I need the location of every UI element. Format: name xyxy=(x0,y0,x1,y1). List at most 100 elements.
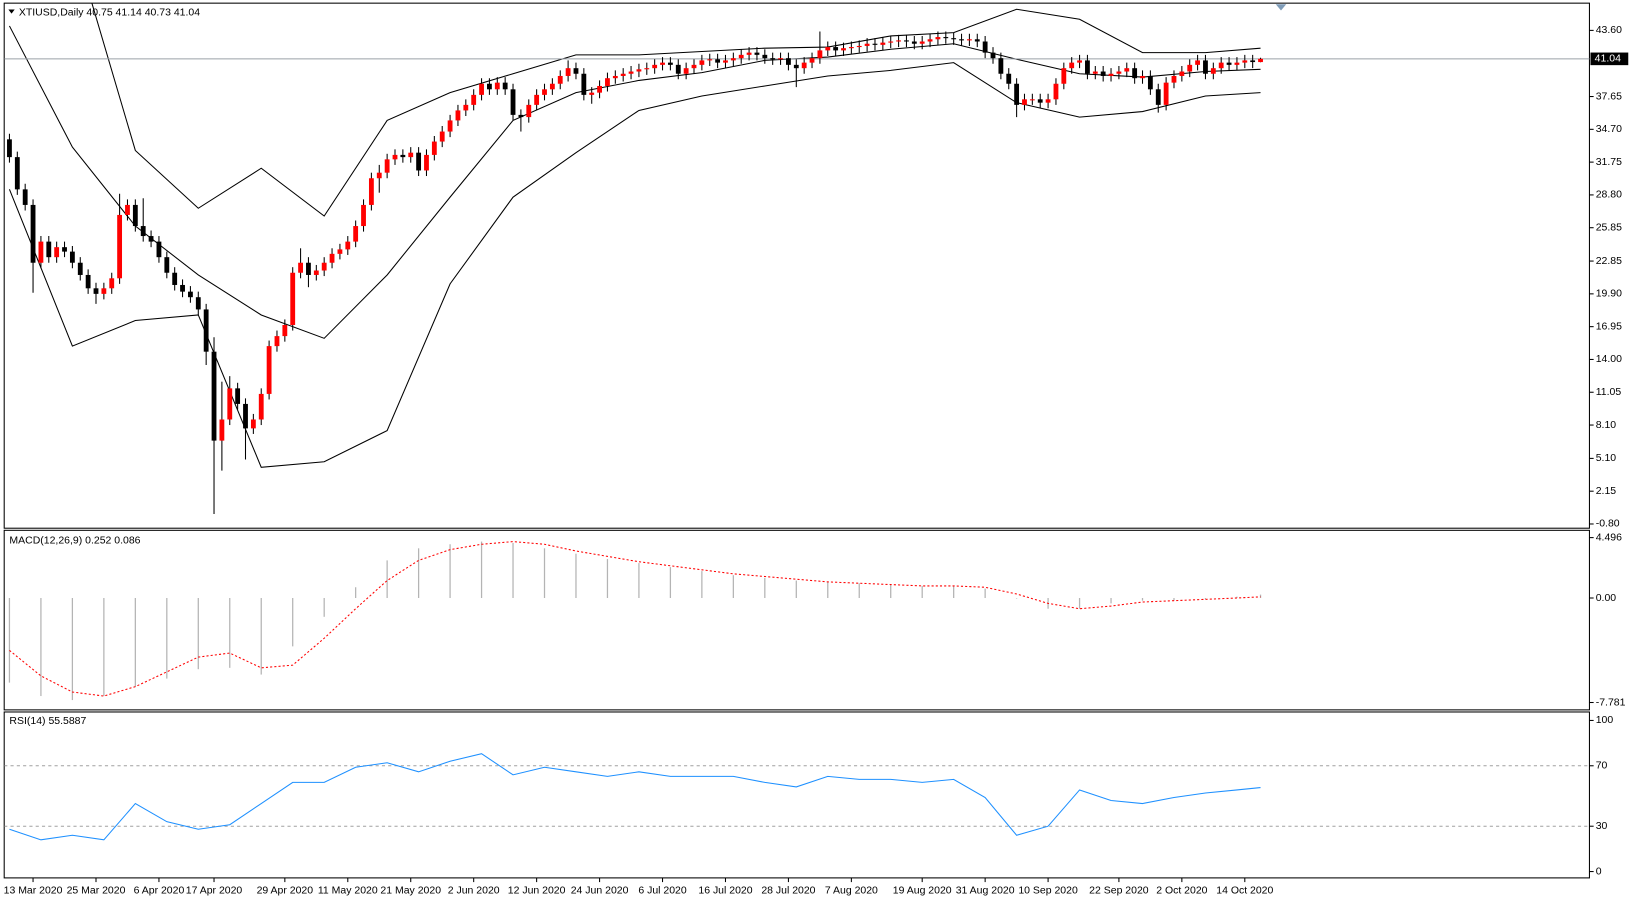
macd-bar xyxy=(732,575,734,599)
macd-bar xyxy=(229,598,231,668)
price-title: XTIUSD,Daily 40.75 41.14 40.73 41.04 xyxy=(19,7,200,18)
candle-body xyxy=(919,41,925,44)
candle-body xyxy=(801,62,807,69)
y-tick-label: 0 xyxy=(1596,866,1602,877)
candle-body xyxy=(896,40,902,42)
y-tick-label: 19.90 xyxy=(1596,289,1622,300)
y-tick-label: 31.75 xyxy=(1596,157,1622,168)
candle-body xyxy=(424,154,429,171)
macd-title: MACD(12,26,9) 0.252 0.086 xyxy=(9,536,140,547)
candle-body xyxy=(400,154,406,158)
x-tick-label: 2 Oct 2020 xyxy=(1156,885,1207,896)
candle-body xyxy=(195,297,201,310)
candle-body xyxy=(951,38,957,40)
candle-body xyxy=(1187,64,1193,72)
candle-body xyxy=(793,64,799,69)
candle-body xyxy=(1077,60,1082,63)
candle-body xyxy=(180,284,185,292)
candle-body xyxy=(250,419,256,429)
candle-body xyxy=(7,139,12,158)
macd-bar xyxy=(953,585,955,599)
candle-body xyxy=(549,83,555,90)
y-tick-label: 25.85 xyxy=(1596,222,1622,233)
candle-body xyxy=(243,403,248,429)
price-label: 41.04 xyxy=(1595,54,1621,65)
candle-body xyxy=(1210,68,1216,74)
candle-body xyxy=(573,68,579,74)
candle-body xyxy=(1234,62,1240,65)
candle-body xyxy=(361,204,366,227)
y-tick-label: 11.05 xyxy=(1596,387,1622,398)
candle-body xyxy=(1069,62,1075,69)
y-tick-label: 8.10 xyxy=(1596,420,1617,431)
candle-body xyxy=(337,249,343,254)
macd-panel xyxy=(3,529,1590,711)
rsi-panel xyxy=(3,711,1590,879)
candle-body xyxy=(715,59,721,63)
candle-body xyxy=(463,104,469,111)
macd-bar xyxy=(103,598,105,697)
macd-bar xyxy=(40,598,42,697)
candle-body xyxy=(723,60,728,63)
y-tick-label: 4.496 xyxy=(1596,532,1622,543)
candle-body xyxy=(1203,60,1208,74)
plot-clip xyxy=(8,541,1262,701)
macd-bar xyxy=(827,581,829,599)
candle-body xyxy=(667,62,673,65)
candle-body xyxy=(730,58,736,61)
macd-bar xyxy=(197,598,199,670)
y-tick-label: 16.95 xyxy=(1596,321,1622,332)
candle-body xyxy=(974,39,980,42)
candle-body xyxy=(1053,83,1059,100)
candle-body xyxy=(864,43,870,46)
candle-body xyxy=(30,204,36,263)
x-tick-label: 16 Jul 2020 xyxy=(698,885,752,896)
macd-bar xyxy=(669,567,672,599)
candle-body xyxy=(636,69,642,72)
candle-body xyxy=(117,214,123,279)
candle-body xyxy=(164,257,170,273)
candle-body xyxy=(872,43,878,45)
candle-body xyxy=(597,85,602,93)
y-tick-label: 0.00 xyxy=(1596,593,1617,604)
candle-body xyxy=(290,272,296,325)
candle-body xyxy=(172,272,178,285)
candle-body xyxy=(581,73,587,95)
candle-body xyxy=(691,64,697,69)
macd-bar xyxy=(858,583,860,599)
candle-body xyxy=(833,47,839,51)
candle-body xyxy=(439,131,445,142)
candle-body xyxy=(518,114,524,118)
plot-clip xyxy=(4,3,1590,514)
candle-body xyxy=(762,54,768,59)
candle-body xyxy=(38,241,44,263)
macd-bar xyxy=(260,598,262,675)
candle-body xyxy=(62,247,67,252)
x-tick-label: 28 Jul 2020 xyxy=(761,885,815,896)
candle-body xyxy=(841,48,846,51)
macd-signal xyxy=(9,541,1261,697)
x-tick-label: 6 Jul 2020 xyxy=(638,885,687,896)
macd-bar xyxy=(575,553,577,599)
macd-bar xyxy=(417,548,420,599)
macd-bar xyxy=(1110,598,1112,604)
candle-body xyxy=(487,83,492,90)
y-tick-label: 28.80 xyxy=(1596,190,1622,201)
shift-marker xyxy=(1275,4,1287,11)
x-tick-label: 17 Apr 2020 xyxy=(186,885,243,896)
candle-body xyxy=(140,226,146,237)
x-tick-label: 12 Jun 2020 xyxy=(508,885,566,896)
candle-body xyxy=(14,157,20,190)
candle-body xyxy=(675,64,681,74)
candle-body xyxy=(848,47,854,49)
x-tick-label: 19 Aug 2020 xyxy=(893,885,952,896)
y-tick-label: 70 xyxy=(1596,761,1608,772)
macd-bar xyxy=(1259,594,1262,599)
candle-body xyxy=(526,104,532,118)
macd-bar xyxy=(1204,598,1207,600)
candle-body xyxy=(927,39,933,42)
candle-body xyxy=(1147,75,1153,90)
bollinger-band xyxy=(8,62,1261,468)
candle-body xyxy=(809,58,815,63)
